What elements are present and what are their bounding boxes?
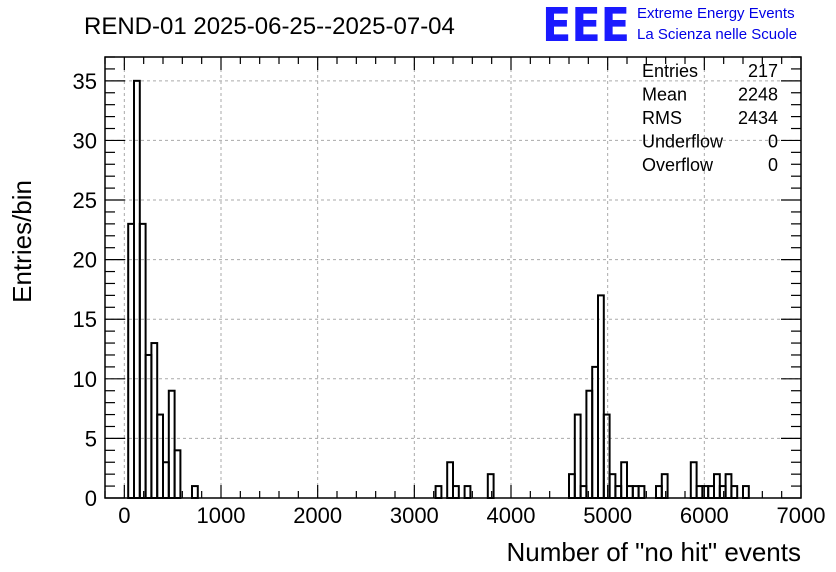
stat-value: 2248 (738, 85, 778, 105)
axis-ticks (104, 56, 802, 499)
x-axis-title: Number of "no hit" events (507, 537, 802, 567)
histogram-bin (463, 485, 472, 500)
y-tick-label: 15 (73, 307, 97, 332)
stat-label: RMS (642, 108, 682, 128)
eee-logo: EEE Extreme Energy Events La Scienza nel… (542, 0, 797, 52)
stats-box: Entries 217 Mean 2248 RMS 2434 Underflow 0 Overf… (642, 61, 778, 175)
x-tick-label: 6000 (680, 503, 729, 528)
stat-value: 2434 (738, 108, 778, 128)
y-axis-title: Entries/bin (7, 180, 37, 303)
histogram-bin (173, 449, 182, 499)
stat-label: Mean (642, 85, 687, 105)
stat-value: 217 (748, 61, 778, 81)
tick-labels: 0 1000 2000 3000 4000 5000 6000 700005101520253… (73, 69, 826, 528)
x-tick-label: 4000 (487, 503, 536, 528)
x-tick-label: 7000 (777, 503, 826, 528)
stat-label: Entries (642, 61, 698, 81)
chart-title: REND-01 2025-06-25--2025-07-04 (84, 13, 455, 40)
histogram-bin (486, 473, 495, 500)
eee-logo-line2: La Scienza nelle Scuole (637, 26, 797, 43)
eee-logo-line1: Extreme Energy Events (637, 5, 795, 22)
x-tick-label: 3000 (390, 503, 439, 528)
y-tick-label: 20 (73, 248, 97, 273)
y-tick-label: 25 (73, 188, 97, 213)
y-tick-label: 30 (73, 128, 97, 153)
eee-logo-mark: EEE (542, 0, 630, 52)
histogram-bin (730, 485, 739, 500)
histogram-bin (742, 485, 750, 500)
histogram-bin (452, 485, 460, 500)
x-tick-label: 2000 (293, 503, 342, 528)
histogram-bin (637, 485, 646, 500)
y-tick-label: 35 (73, 69, 97, 94)
y-tick-label: 0 (85, 486, 97, 511)
grid-lines (105, 57, 802, 498)
stat-value: 0 (768, 155, 778, 175)
histogram-bin (191, 485, 199, 500)
stat-value: 0 (768, 132, 778, 152)
stat-label: Underflow (642, 132, 724, 152)
plot-frame-border (104, 56, 802, 499)
stat-label: Overflow (642, 155, 714, 175)
y-tick-label: 5 (85, 426, 97, 451)
plot-frame (104, 56, 802, 499)
histogram-bin (434, 485, 443, 500)
x-tick-label: 5000 (583, 503, 632, 528)
x-tick-label: 1000 (197, 503, 246, 528)
x-tick-label: 0 (118, 503, 130, 528)
histogram-bin (660, 473, 669, 500)
y-tick-label: 10 (73, 367, 97, 392)
